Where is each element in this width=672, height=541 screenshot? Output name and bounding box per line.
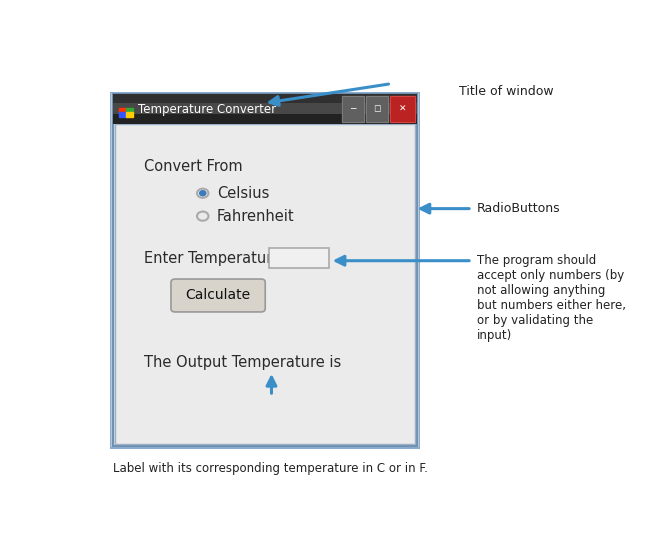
Bar — [126, 112, 133, 117]
Text: ─: ─ — [350, 104, 355, 114]
Bar — [342, 96, 364, 122]
Text: Enter Temperature: Enter Temperature — [144, 251, 281, 266]
FancyBboxPatch shape — [269, 248, 329, 268]
Text: The program should
accept only numbers (by
not allowing anything
but numbers eit: The program should accept only numbers (… — [477, 254, 626, 342]
FancyBboxPatch shape — [113, 114, 417, 124]
FancyBboxPatch shape — [117, 126, 413, 443]
Text: Fahrenheit: Fahrenheit — [217, 209, 294, 223]
Bar — [390, 96, 415, 122]
Text: Convert From: Convert From — [144, 160, 243, 175]
FancyBboxPatch shape — [113, 94, 417, 446]
FancyBboxPatch shape — [113, 103, 417, 114]
FancyBboxPatch shape — [113, 94, 417, 124]
Text: ✕: ✕ — [398, 104, 406, 114]
Text: Label with its corresponding temperature in C or in F.: Label with its corresponding temperature… — [113, 461, 427, 474]
Text: Calculate: Calculate — [185, 288, 251, 302]
Circle shape — [200, 191, 206, 196]
Bar — [119, 112, 126, 117]
FancyBboxPatch shape — [115, 124, 415, 444]
Text: The Output Temperature is: The Output Temperature is — [144, 355, 341, 370]
Text: Temperature Converter: Temperature Converter — [138, 103, 276, 116]
Bar — [366, 96, 388, 122]
Bar — [342, 96, 364, 122]
FancyBboxPatch shape — [113, 94, 417, 103]
Text: Celsius: Celsius — [217, 186, 269, 201]
FancyBboxPatch shape — [171, 279, 265, 312]
Text: RadioButtons: RadioButtons — [477, 202, 561, 215]
FancyBboxPatch shape — [110, 91, 421, 448]
Bar — [366, 96, 388, 122]
Text: ◻: ◻ — [373, 104, 380, 114]
FancyBboxPatch shape — [111, 93, 419, 447]
Bar — [390, 96, 415, 122]
Bar — [126, 108, 133, 113]
Bar — [119, 108, 126, 113]
Text: Title of window: Title of window — [459, 85, 554, 98]
